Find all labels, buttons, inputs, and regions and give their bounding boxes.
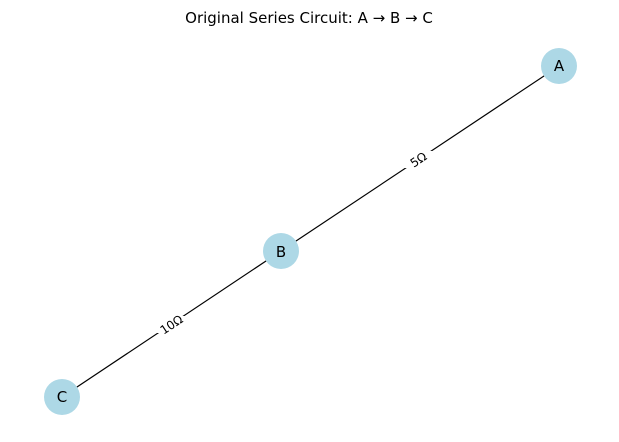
node-a: A	[541, 48, 577, 84]
edge-label-b-c: 10Ω	[154, 312, 188, 337]
node-b: B	[263, 233, 299, 269]
node-label: B	[276, 243, 286, 261]
node-circle	[541, 48, 577, 84]
edge-label-background	[403, 151, 433, 168]
node-circle	[44, 379, 80, 415]
node-circle	[263, 233, 299, 269]
edge-label-a-b: 5Ω	[403, 149, 433, 170]
edge-label-background	[154, 316, 188, 333]
node-c: C	[44, 379, 80, 415]
node-label: A	[554, 57, 565, 75]
diagram-title: Original Series Circuit: A → B → C	[185, 9, 433, 27]
node-label: C	[57, 388, 67, 406]
